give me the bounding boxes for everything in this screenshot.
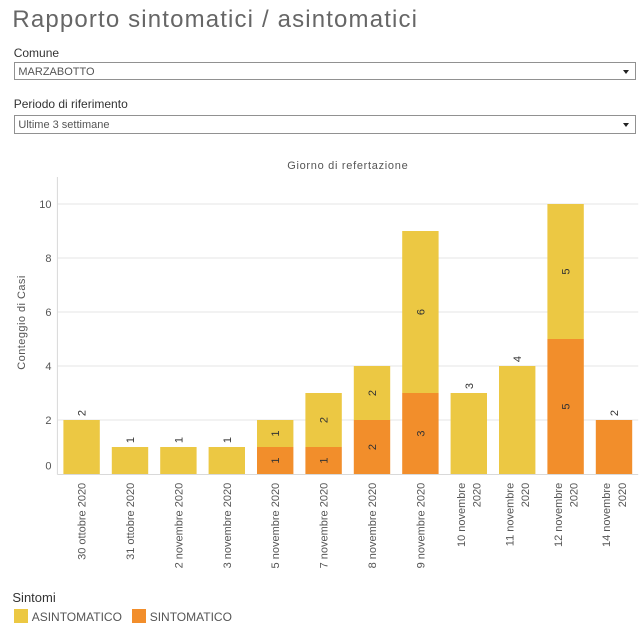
svg-text:2: 2 [367,390,379,396]
svg-text:2: 2 [609,410,621,416]
svg-text:5 novembre 2020: 5 novembre 2020 [270,483,282,569]
svg-text:31 ottobre 2020: 31 ottobre 2020 [125,483,137,560]
svg-text:2: 2 [367,444,379,450]
svg-text:1: 1 [319,457,331,463]
svg-text:2: 2 [319,417,331,423]
svg-text:Giorno di refertazione: Giorno di refertazione [287,160,408,172]
svg-text:3: 3 [464,383,476,389]
svg-text:Conteggio di Casi: Conteggio di Casi [16,275,28,369]
svg-text:3 novembre 2020: 3 novembre 2020 [222,483,234,569]
svg-text:5: 5 [561,403,573,409]
svg-text:8 novembre 2020: 8 novembre 2020 [367,483,379,569]
svg-text:8: 8 [45,253,51,265]
svg-text:10: 10 [39,199,51,211]
svg-text:0: 0 [45,461,51,473]
svg-text:10 novembre: 10 novembre [456,483,468,547]
svg-text:1: 1 [125,437,137,443]
svg-text:11 novembre: 11 novembre [504,483,516,546]
svg-text:2: 2 [45,415,51,427]
svg-text:1: 1 [270,430,282,436]
svg-text:2 novembre 2020: 2 novembre 2020 [173,483,185,569]
svg-text:7 novembre 2020: 7 novembre 2020 [319,483,331,569]
svg-text:1: 1 [222,437,234,443]
svg-text:4: 4 [45,361,51,373]
svg-text:6: 6 [415,309,427,315]
svg-text:5: 5 [561,268,573,274]
svg-text:2: 2 [77,410,89,416]
svg-text:9 novembre 2020: 9 novembre 2020 [415,483,427,569]
svg-text:3: 3 [415,430,427,436]
svg-text:4: 4 [512,356,524,362]
svg-text:30 ottobre 2020: 30 ottobre 2020 [77,483,89,560]
svg-text:1: 1 [270,457,282,463]
svg-text:6: 6 [45,307,51,319]
svg-text:14 novembre: 14 novembre [601,483,613,547]
svg-text:2020: 2020 [472,483,484,507]
svg-text:1: 1 [173,437,185,443]
svg-text:12 novembre: 12 novembre [553,483,565,547]
svg-text:2020: 2020 [617,483,629,507]
svg-text:2020: 2020 [520,483,532,507]
svg-text:2020: 2020 [568,483,580,507]
